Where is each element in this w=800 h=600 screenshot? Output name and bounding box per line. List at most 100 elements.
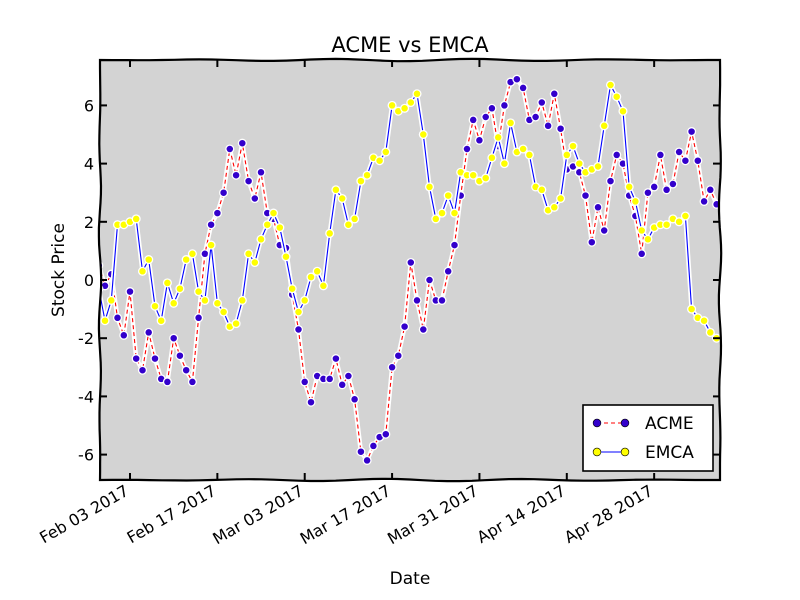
point-emca-26	[256, 234, 266, 244]
point-acme-65	[499, 100, 509, 110]
point-acme-16	[194, 313, 204, 323]
x-tick-label-4: Mar 31 2017	[384, 481, 481, 548]
point-emca-46	[381, 147, 391, 157]
point-emca-85	[624, 182, 634, 192]
point-emca-97	[699, 316, 709, 326]
point-emca-1	[100, 316, 110, 326]
point-emca-80	[593, 161, 603, 172]
point-acme-12	[169, 333, 179, 343]
point-acme-9	[150, 354, 160, 364]
point-emca-28	[268, 208, 279, 218]
point-acme-15	[187, 377, 197, 387]
x-tick-label-5: Apr 14 2017	[474, 481, 569, 547]
point-acme-73	[549, 89, 559, 99]
point-emca-36	[318, 281, 328, 291]
point-acme-42	[356, 447, 366, 457]
point-emca-62	[481, 173, 491, 183]
point-emca-38	[331, 185, 341, 195]
point-acme-39	[337, 380, 347, 390]
point-acme-89	[649, 182, 659, 192]
point-emca-40	[343, 220, 353, 230]
point-emca-2	[106, 295, 116, 305]
point-acme-25	[250, 193, 260, 204]
series-line-acme	[100, 78, 718, 462]
point-acme-63	[487, 103, 497, 113]
y-tick-label-6: 6	[84, 96, 94, 115]
point-acme-46	[381, 429, 391, 439]
y-tick-label-3: 0	[84, 271, 94, 290]
point-emca-77	[574, 159, 584, 169]
point-emca-41	[350, 214, 360, 224]
point-emca-86	[630, 196, 640, 206]
point-acme-80	[593, 202, 603, 212]
point-acme-56	[443, 266, 453, 276]
legend-marker-emca-right	[620, 447, 630, 457]
point-acme-3	[112, 313, 123, 323]
y-tick-label-5: 4	[84, 155, 94, 174]
point-emca-16	[194, 287, 204, 297]
point-emca-10	[156, 316, 166, 326]
point-emca-95	[687, 304, 697, 314]
point-emca-9	[150, 301, 160, 311]
point-acme-57	[449, 240, 460, 250]
point-emca-71	[537, 185, 547, 195]
point-acme-13	[175, 351, 185, 361]
legend-box	[582, 404, 714, 472]
legend-label-acme: ACME	[645, 414, 694, 434]
point-acme-90	[655, 150, 665, 160]
point-emca-87	[637, 225, 647, 236]
point-acme-61	[474, 135, 484, 145]
point-acme-62	[481, 112, 491, 122]
point-emca-12	[169, 298, 179, 308]
series-layer	[100, 74, 720, 465]
point-acme-92	[668, 179, 678, 189]
point-emca-30	[281, 252, 291, 262]
point-acme-82	[605, 176, 616, 186]
point-emca-91	[662, 220, 672, 230]
point-emca-60	[468, 170, 478, 180]
point-acme-19	[212, 208, 222, 218]
x-axis-label: Date	[390, 569, 431, 589]
point-emca-31	[287, 284, 297, 294]
point-emca-35	[312, 266, 322, 276]
point-emca-18	[206, 240, 216, 250]
point-emca-81	[599, 121, 609, 131]
point-acme-32	[293, 324, 304, 335]
point-emca-22	[231, 319, 241, 329]
point-emca-8	[144, 255, 154, 265]
legend-marker-acme-right	[620, 418, 630, 428]
point-emca-6	[131, 214, 141, 224]
point-acme-49	[400, 322, 410, 332]
series-acme	[100, 74, 720, 465]
legend-marker-acme-left	[592, 418, 602, 428]
point-acme-88	[643, 188, 653, 198]
point-emca-68	[518, 144, 528, 154]
point-acme-83	[612, 150, 622, 160]
point-emca-50	[406, 97, 416, 108]
point-emca-76	[568, 141, 578, 151]
point-acme-43	[362, 455, 372, 465]
point-acme-4	[119, 330, 129, 340]
point-emca-51	[412, 89, 422, 99]
point-acme-14	[181, 365, 191, 375]
plot-frame	[97, 57, 723, 483]
point-acme-44	[368, 441, 378, 451]
point-acme-94	[680, 156, 690, 166]
point-emca-29	[275, 223, 285, 233]
point-emca-7	[137, 266, 148, 276]
point-emca-33	[300, 295, 310, 305]
point-emca-45	[375, 156, 385, 166]
point-emca-24	[244, 249, 254, 259]
x-tick-label-0: Feb 03 2017	[36, 481, 132, 547]
point-emca-73	[549, 202, 559, 212]
point-acme-22	[231, 170, 241, 180]
y-tick-label-2: -2	[78, 329, 94, 348]
point-emca-39	[337, 193, 347, 204]
point-acme-40	[343, 371, 353, 381]
point-acme-74	[556, 124, 566, 134]
point-emca-66	[506, 118, 516, 128]
point-acme-55	[437, 295, 447, 305]
point-acme-33	[300, 377, 310, 387]
point-acme-53	[424, 275, 435, 285]
